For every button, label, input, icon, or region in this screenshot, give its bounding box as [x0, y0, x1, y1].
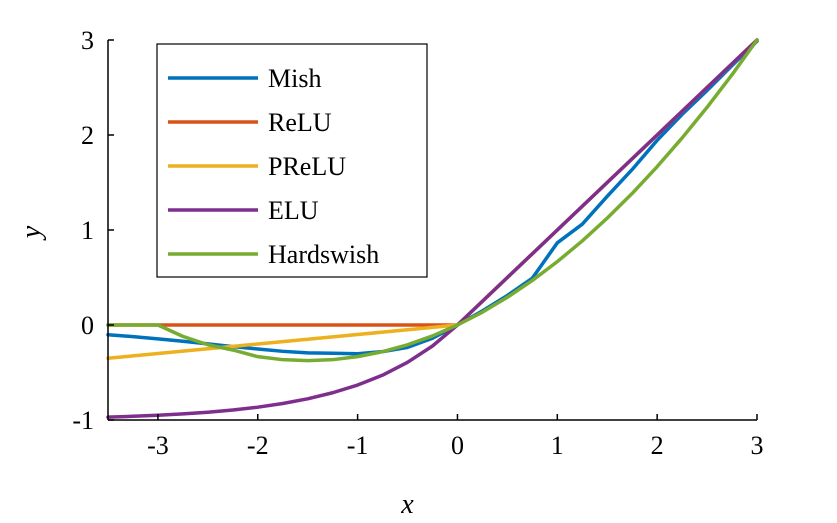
- series-line-hardswish: [106, 38, 759, 363]
- x-tick-label: 3: [751, 431, 764, 460]
- y-tick-label: 1: [81, 216, 94, 245]
- y-tick-label: 3: [81, 26, 94, 55]
- x-tick-label: 2: [651, 431, 664, 460]
- axes: [107, 39, 758, 421]
- legend-label-elu: ELU: [268, 196, 319, 225]
- y-tick-label: 0: [81, 311, 94, 340]
- x-tick-label: 0: [451, 431, 464, 460]
- series-lines: [106, 38, 759, 419]
- y-tick-label: 2: [81, 121, 94, 150]
- y-tick-label: -1: [72, 406, 94, 435]
- legend-box: [156, 43, 428, 278]
- x-tick-label: -2: [247, 431, 269, 460]
- x-tick-label: -1: [347, 431, 369, 460]
- x-tick-label: -3: [147, 431, 169, 460]
- legend-label-hardswish: Hardswish: [268, 240, 379, 269]
- y-axis-title: y: [16, 225, 47, 241]
- legend-label-prelu: PReLU: [268, 152, 346, 181]
- legend: Mish ReLU PReLU ELU Hardswish: [156, 43, 428, 278]
- legend-label-mish: Mish: [268, 64, 321, 93]
- x-axis-title: x: [400, 489, 414, 520]
- series-line-elu: [106, 38, 759, 419]
- legend-label-relu: ReLU: [268, 108, 332, 137]
- tick-labels: -3 -2 -1 0 1 2 3 -1 0 1 2 3: [72, 26, 763, 460]
- x-tick-label: 1: [551, 431, 564, 460]
